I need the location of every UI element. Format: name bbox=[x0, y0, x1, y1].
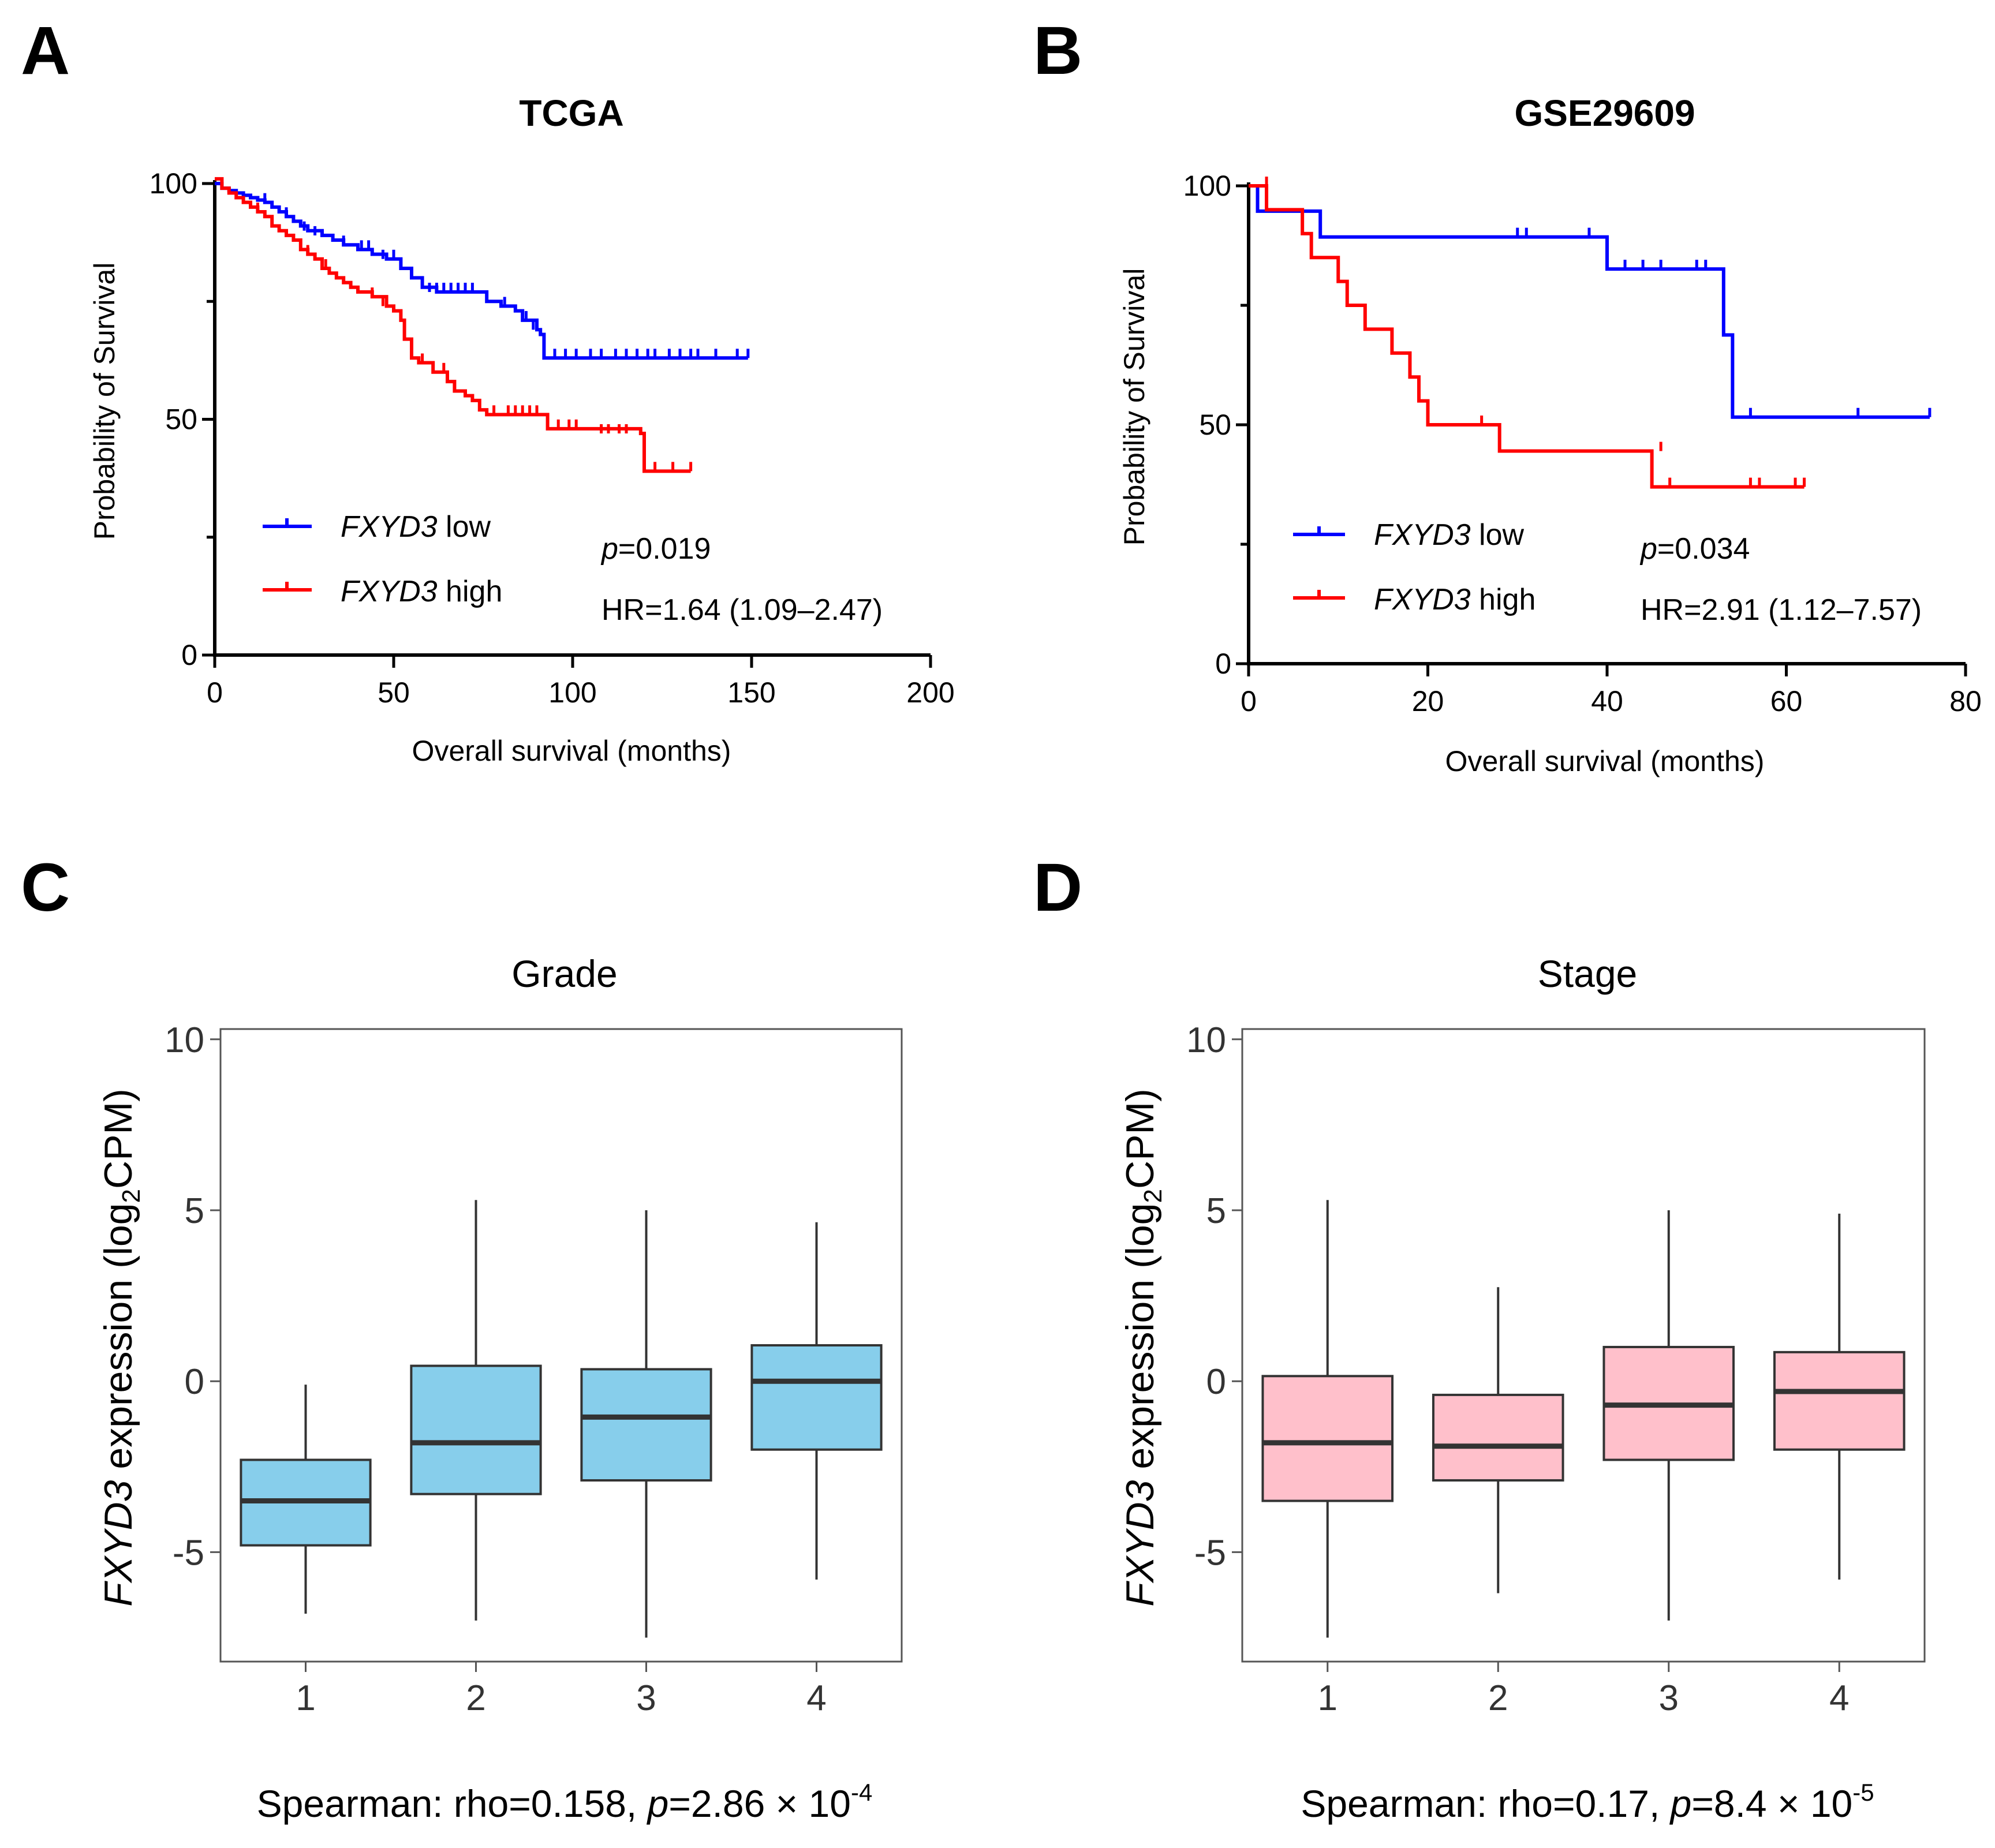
p-value: p=0.034 bbox=[1639, 532, 1750, 566]
y-tick-label: 0 bbox=[1215, 648, 1231, 680]
spearman-stat: Spearman: rho=0.17, p=8.4 × 10-5 bbox=[1301, 1779, 1874, 1825]
x-tick-label: 100 bbox=[548, 676, 596, 709]
panel-a-km-plot: TCGA 0 50 100 150 200 0 50 100 Probability of S… bbox=[88, 92, 955, 767]
legend-high-label: FXYD3 high bbox=[1374, 583, 1536, 616]
y-tick-label: 0 bbox=[181, 639, 197, 671]
box bbox=[410, 1364, 542, 1495]
x-tick-label: 1 bbox=[1318, 1678, 1338, 1718]
chart-title: Grade bbox=[511, 952, 617, 995]
y-tick-label: 0 bbox=[1206, 1362, 1226, 1402]
panel-b-km-plot: GSE29609 0 20 40 60 80 0 50 100 Probability of … bbox=[1118, 92, 1982, 777]
x-tick-label: 150 bbox=[727, 676, 775, 709]
legend-low-label: FXYD3 low bbox=[1374, 518, 1525, 552]
panel-c-boxplot: Grade 10 5 0 -5 1 2 3 4 FXYD3 expression (log2C… bbox=[96, 952, 903, 1825]
x-tick-label: 60 bbox=[1770, 685, 1803, 717]
panel-label-b: B bbox=[1033, 13, 1082, 89]
x-tick-label: 0 bbox=[1241, 685, 1257, 717]
x-tick-label: 2 bbox=[466, 1678, 485, 1718]
y-tick-label: -5 bbox=[173, 1533, 204, 1573]
chart-title: TCGA bbox=[519, 92, 623, 134]
y-tick-label: -5 bbox=[1194, 1533, 1226, 1573]
y-axis-label: FXYD3 expression (log2CPM) bbox=[1118, 1088, 1167, 1606]
survival-curve-high bbox=[215, 177, 691, 473]
x-axis-label: Overall survival (months) bbox=[1445, 745, 1765, 777]
survival-curve-low bbox=[1249, 184, 1930, 419]
chart-title: GSE29609 bbox=[1514, 92, 1695, 134]
y-tick-label: 100 bbox=[150, 167, 197, 200]
p-value: p=0.019 bbox=[600, 532, 711, 566]
survival-curve-low bbox=[215, 182, 748, 360]
y-tick-label: 5 bbox=[185, 1191, 204, 1231]
box bbox=[1432, 1393, 1564, 1482]
y-axis-label: Probability of Survival bbox=[88, 263, 121, 540]
legend-high-label: FXYD3 high bbox=[341, 575, 502, 608]
x-tick-label: 0 bbox=[207, 676, 223, 709]
panel-d-boxplot: Stage 10 5 0 -5 1 2 3 4 FXYD3 expression (log2C… bbox=[1118, 952, 1926, 1825]
box bbox=[750, 1344, 883, 1451]
y-tick-label: 5 bbox=[1206, 1191, 1226, 1231]
y-tick-label: 50 bbox=[1199, 409, 1231, 441]
x-tick-label: 50 bbox=[378, 676, 410, 709]
legend: FXYD3 low FXYD3 high bbox=[263, 510, 502, 608]
y-tick-label: 100 bbox=[1183, 170, 1231, 202]
plot-frame bbox=[219, 1028, 903, 1663]
plot-frame bbox=[1241, 1028, 1926, 1663]
y-tick-label: 10 bbox=[1186, 1020, 1226, 1060]
x-tick-label: 3 bbox=[636, 1678, 656, 1718]
panel-label-d: D bbox=[1033, 850, 1082, 926]
spearman-stat: Spearman: rho=0.158, p=2.86 × 10-4 bbox=[257, 1779, 873, 1825]
y-axis-label: FXYD3 expression (log2CPM) bbox=[96, 1088, 145, 1606]
hazard-ratio: HR=1.64 (1.09–2.47) bbox=[602, 593, 883, 627]
survival-curve-high bbox=[1249, 184, 1805, 489]
y-tick-label: 50 bbox=[165, 403, 197, 436]
y-tick-label: 10 bbox=[165, 1020, 204, 1060]
x-tick-label: 4 bbox=[806, 1678, 826, 1718]
y-axis-label: Probability of Survival bbox=[1118, 268, 1150, 546]
panel-label-a: A bbox=[21, 13, 70, 89]
hazard-ratio: HR=2.91 (1.12–7.57) bbox=[1641, 593, 1922, 627]
y-tick-label: 0 bbox=[185, 1362, 204, 1402]
box bbox=[580, 1368, 712, 1482]
box bbox=[1773, 1351, 1906, 1451]
box bbox=[1261, 1375, 1394, 1502]
x-tick-label: 20 bbox=[1412, 685, 1444, 717]
x-tick-label: 2 bbox=[1488, 1678, 1508, 1718]
x-tick-label: 40 bbox=[1591, 685, 1623, 717]
x-tick-label: 200 bbox=[906, 676, 954, 709]
x-tick-label: 3 bbox=[1659, 1678, 1679, 1718]
x-tick-label: 1 bbox=[296, 1678, 315, 1718]
legend-low-label: FXYD3 low bbox=[341, 510, 491, 544]
x-axis-label: Overall survival (months) bbox=[412, 735, 731, 767]
legend: FXYD3 low FXYD3 high bbox=[1293, 518, 1536, 616]
chart-title: Stage bbox=[1538, 952, 1637, 995]
x-tick-label: 4 bbox=[1829, 1678, 1849, 1718]
x-tick-label: 80 bbox=[1949, 685, 1982, 717]
panel-label-c: C bbox=[21, 850, 70, 926]
